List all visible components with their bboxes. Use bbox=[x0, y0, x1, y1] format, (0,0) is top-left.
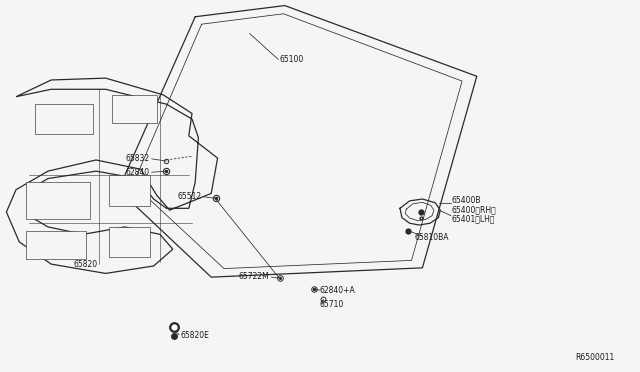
Polygon shape bbox=[26, 182, 90, 219]
Polygon shape bbox=[109, 175, 150, 206]
Text: R6500011: R6500011 bbox=[575, 353, 614, 362]
Polygon shape bbox=[109, 227, 150, 257]
Text: 62840+A: 62840+A bbox=[320, 286, 356, 295]
Text: 65100: 65100 bbox=[280, 55, 304, 64]
Polygon shape bbox=[112, 95, 157, 123]
Text: 65722M: 65722M bbox=[239, 272, 269, 280]
Text: 65512: 65512 bbox=[177, 192, 202, 201]
Text: 62840: 62840 bbox=[125, 168, 150, 177]
Text: 65832: 65832 bbox=[125, 154, 150, 163]
Text: 65400〈RH〉: 65400〈RH〉 bbox=[451, 206, 496, 215]
Text: 65401〈LH〉: 65401〈LH〉 bbox=[451, 214, 495, 223]
Polygon shape bbox=[35, 104, 93, 134]
Text: 65820E: 65820E bbox=[180, 331, 209, 340]
Text: 65820: 65820 bbox=[74, 260, 98, 269]
Text: 65710: 65710 bbox=[320, 300, 344, 309]
Text: 65400B: 65400B bbox=[451, 196, 481, 205]
Polygon shape bbox=[26, 231, 86, 259]
Text: 65810BA: 65810BA bbox=[415, 233, 449, 242]
